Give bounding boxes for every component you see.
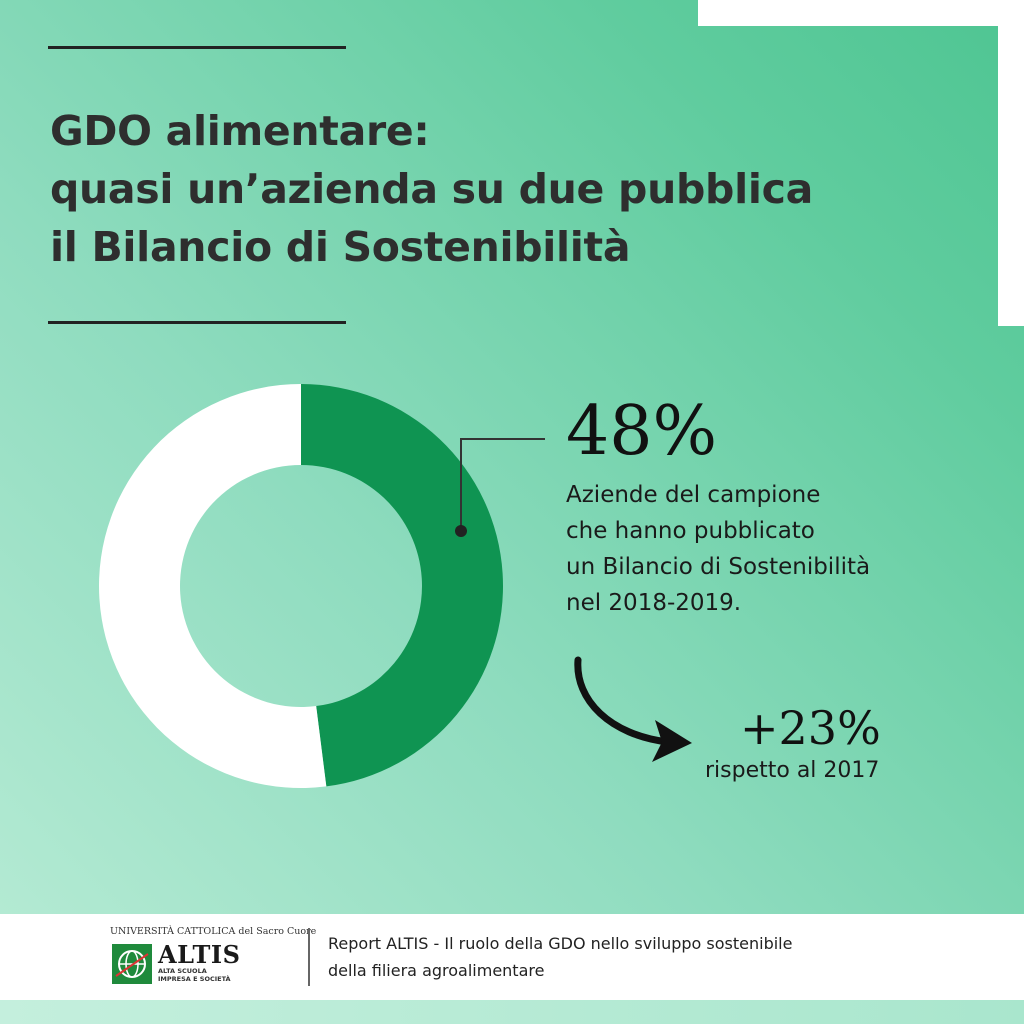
- logo-subtitle-line-2: IMPRESA E SOCIETÀ: [158, 975, 231, 983]
- title-line-3: il Bilancio di Sostenibilità: [50, 223, 631, 271]
- description-line-1: Aziende del campione: [566, 482, 821, 508]
- footer-strip: [0, 1000, 1024, 1024]
- curved-arrow-icon: [574, 656, 672, 746]
- corner-decoration-top: [698, 0, 1024, 26]
- report-title-line-2: della filiera agroalimentare: [328, 961, 545, 980]
- corner-decoration-side: [998, 0, 1024, 326]
- change-value: +23%: [740, 701, 881, 755]
- description-line-4: nel 2018-2019.: [566, 590, 742, 616]
- change-caption: rispetto al 2017: [705, 758, 880, 783]
- description-line-3: un Bilancio di Sostenibilità: [566, 554, 871, 580]
- logo-subtitle: ALTA SCUOLA IMPRESA E SOCIETÀ: [158, 967, 231, 983]
- logo-subtitle-line-1: ALTA SCUOLA: [158, 967, 207, 975]
- callout-leader-dot: [455, 525, 467, 537]
- title-rule-bottom: [48, 321, 346, 324]
- highlight-value: 48%: [566, 392, 718, 471]
- title-rule-top: [48, 46, 346, 49]
- description-line-2: che hanno pubblicato: [566, 518, 815, 544]
- donut-slice-remainder: [99, 383, 327, 788]
- report-title-line-1: Report ALTIS - Il ruolo della GDO nello …: [328, 934, 793, 953]
- footer-divider: [308, 928, 310, 986]
- donut-slice-48-percent: [301, 384, 504, 787]
- title-line-1: GDO alimentare:: [50, 107, 430, 155]
- altis-logo-icon: [112, 944, 152, 984]
- callout-leader-line: [460, 438, 545, 531]
- university-name: UNIVERSITÀ CATTOLICA del Sacro Cuore: [110, 926, 317, 937]
- page-title: GDO alimentare: quasi un’azienda su due …: [50, 102, 813, 276]
- arrow-head-icon: [652, 720, 692, 762]
- footer: UNIVERSITÀ CATTOLICA del Sacro Cuore ALT…: [0, 914, 1024, 1000]
- logo-name: ALTIS: [158, 940, 241, 969]
- title-line-2: quasi un’azienda su due pubblica: [50, 165, 813, 213]
- report-title: Report ALTIS - Il ruolo della GDO nello …: [328, 930, 792, 984]
- highlight-description: Aziende del campione che hanno pubblicat…: [566, 477, 966, 621]
- globe-icon: [115, 950, 149, 978]
- donut-chart: [99, 383, 692, 788]
